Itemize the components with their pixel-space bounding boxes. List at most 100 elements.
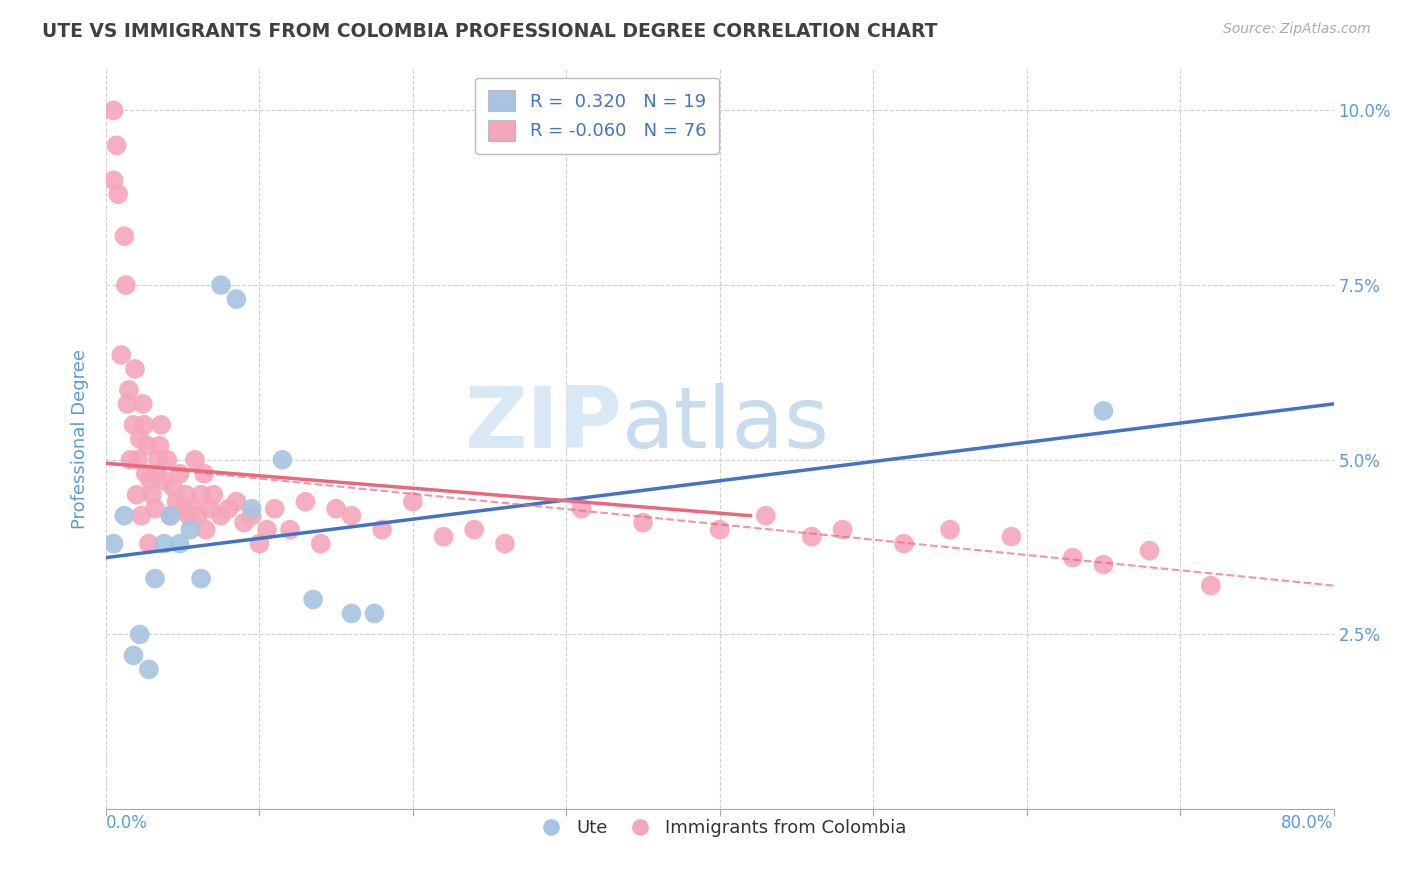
Point: [309, 536, 332, 550]
Text: Source: ZipAtlas.com: Source: ZipAtlas.com: [1223, 22, 1371, 37]
Point: [190, 572, 212, 586]
Point: [893, 536, 915, 550]
Point: [363, 607, 385, 621]
Point: [709, 523, 731, 537]
Legend: Ute, Immigrants from Colombia: Ute, Immigrants from Colombia: [526, 812, 914, 845]
Text: UTE VS IMMIGRANTS FROM COLOMBIA PROFESSIONAL DEGREE CORRELATION CHART: UTE VS IMMIGRANTS FROM COLOMBIA PROFESSI…: [42, 22, 938, 41]
Point: [105, 138, 128, 153]
Point: [1139, 543, 1161, 558]
Point: [209, 508, 232, 523]
Point: [463, 523, 485, 537]
Point: [150, 417, 173, 432]
Point: [169, 467, 191, 481]
Point: [110, 348, 132, 362]
Point: [166, 494, 188, 508]
Point: [225, 494, 247, 508]
Point: [371, 523, 394, 537]
Point: [340, 607, 363, 621]
Point: [124, 362, 146, 376]
Point: [138, 536, 160, 550]
Point: [132, 397, 155, 411]
Point: [125, 488, 148, 502]
Point: [240, 508, 263, 523]
Point: [122, 417, 145, 432]
Point: [1092, 558, 1115, 572]
Y-axis label: Professional Degree: Professional Degree: [72, 349, 89, 529]
Point: [107, 187, 129, 202]
Point: [294, 494, 316, 508]
Point: [187, 508, 209, 523]
Point: [117, 397, 139, 411]
Text: 0.0%: 0.0%: [105, 814, 148, 832]
Point: [755, 508, 778, 523]
Point: [202, 488, 225, 502]
Point: [122, 648, 145, 663]
Point: [156, 452, 179, 467]
Point: [127, 452, 149, 467]
Point: [233, 516, 256, 530]
Point: [159, 508, 181, 523]
Point: [1062, 550, 1084, 565]
Point: [177, 508, 200, 523]
Point: [263, 501, 285, 516]
Point: [128, 432, 150, 446]
Point: [1199, 578, 1222, 592]
Point: [402, 494, 425, 508]
Point: [571, 501, 593, 516]
Point: [200, 501, 222, 516]
Point: [194, 523, 217, 537]
Point: [143, 501, 166, 516]
Point: [302, 592, 325, 607]
Point: [225, 292, 247, 306]
Point: [432, 530, 454, 544]
Point: [631, 516, 654, 530]
Text: 80.0%: 80.0%: [1281, 814, 1334, 832]
Point: [169, 536, 191, 550]
Point: [115, 278, 138, 293]
Point: [112, 508, 135, 523]
Point: [120, 452, 142, 467]
Text: atlas: atlas: [621, 383, 830, 466]
Point: [180, 501, 202, 516]
Point: [209, 278, 232, 293]
Point: [136, 439, 159, 453]
Point: [103, 536, 125, 550]
Point: [153, 536, 176, 550]
Point: [193, 467, 215, 481]
Point: [139, 474, 162, 488]
Point: [118, 383, 141, 397]
Point: [218, 501, 240, 516]
Point: [145, 467, 167, 481]
Point: [325, 501, 347, 516]
Point: [1000, 530, 1022, 544]
Point: [112, 229, 135, 244]
Point: [939, 523, 962, 537]
Point: [256, 523, 278, 537]
Point: [134, 417, 156, 432]
Point: [162, 481, 184, 495]
Point: [146, 452, 169, 467]
Point: [159, 508, 181, 523]
Point: [179, 523, 201, 537]
Point: [103, 103, 125, 118]
Point: [172, 501, 194, 516]
Point: [153, 474, 176, 488]
Point: [247, 536, 270, 550]
Point: [494, 536, 516, 550]
Point: [190, 488, 212, 502]
Point: [138, 662, 160, 676]
Point: [103, 173, 125, 187]
Point: [141, 488, 163, 502]
Point: [800, 530, 823, 544]
Point: [831, 523, 853, 537]
Point: [135, 467, 157, 481]
Point: [340, 508, 363, 523]
Text: ZIP: ZIP: [464, 383, 621, 466]
Point: [240, 501, 263, 516]
Point: [128, 627, 150, 641]
Point: [271, 452, 294, 467]
Point: [174, 488, 197, 502]
Point: [278, 523, 301, 537]
Point: [143, 572, 166, 586]
Point: [184, 452, 207, 467]
